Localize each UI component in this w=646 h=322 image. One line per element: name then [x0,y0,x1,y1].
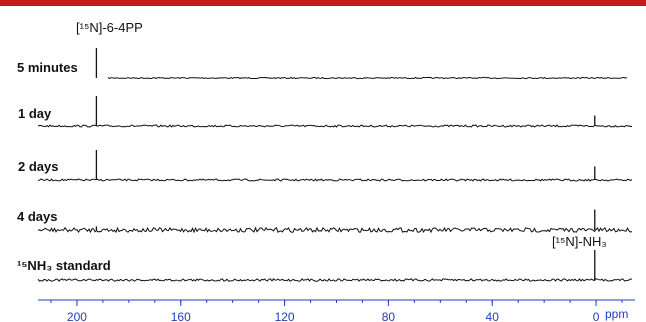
annotation-1: [¹⁵N]-NH₃ [552,234,607,249]
x-tick-label: 0 [593,310,600,322]
series-label-2: 2 days [18,159,58,174]
top-accent-bar [0,0,646,6]
x-axis: 200 160 120 80 40 0 ppm [38,299,635,322]
series-labels: 5 minutes 1 day 2 days 4 days ¹⁵NH₃ standard [17,60,111,273]
x-tick-label: 40 [486,310,500,322]
trace-0 [107,76,628,80]
trace-2 [37,178,633,182]
series-label-0: 5 minutes [17,60,78,75]
x-tick-label: 80 [382,310,396,322]
peak-annotations: [¹⁵N]-6-4PP [¹⁵N]-NH₃ [76,20,607,249]
x-tick-label: 120 [275,310,295,322]
x-tick-label: 160 [171,310,191,322]
trace-1 [37,124,632,128]
spectrum-traces [37,48,633,282]
trace-4 [37,278,633,282]
series-label-3: 4 days [17,209,57,224]
series-label-1: 1 day [18,106,52,121]
x-axis-label: ppm [605,307,628,321]
x-tick-label: 200 [67,310,87,322]
annotation-0: [¹⁵N]-6-4PP [76,20,143,35]
series-label-4: ¹⁵NH₃ standard [17,258,111,273]
trace-3 [37,226,633,234]
